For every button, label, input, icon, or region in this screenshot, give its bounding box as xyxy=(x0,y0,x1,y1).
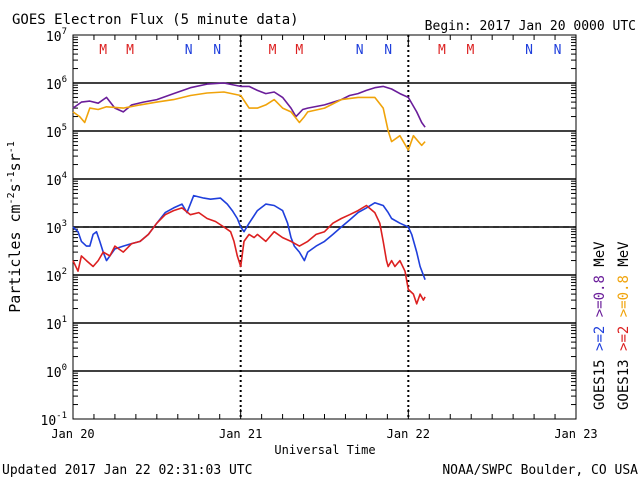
x-tick-label: Jan 23 xyxy=(554,427,597,441)
y-tick-label: 106 xyxy=(46,75,67,93)
footer-updated: Updated 2017 Jan 22 02:31:03 UTC xyxy=(2,463,252,478)
marker-m: M xyxy=(438,43,446,58)
x-tick-label: Jan 20 xyxy=(51,427,94,441)
marker-n: N xyxy=(213,43,221,58)
marker-m: M xyxy=(466,43,474,58)
marker-m: M xyxy=(99,43,107,58)
plot-area xyxy=(72,34,577,420)
marker-n: N xyxy=(384,43,392,58)
y-tick-label: 107 xyxy=(46,27,67,45)
y-tick-label: 100 xyxy=(46,363,67,381)
x-axis-title: Universal Time xyxy=(274,443,375,457)
y-tick-label: 10-1 xyxy=(41,411,68,429)
marker-n: N xyxy=(185,43,193,58)
marker-n: N xyxy=(554,43,562,58)
y-axis-title: Particles cm-2s-1sr-1 xyxy=(6,141,24,313)
y-tick-label: 104 xyxy=(46,171,67,189)
footer-credit: NOAA/SWPC Boulder, CO USA xyxy=(442,463,638,478)
series-line-goes15_ge08 xyxy=(72,82,426,128)
marker-n: N xyxy=(356,43,364,58)
series-line-goes13_ge08 xyxy=(72,91,426,151)
legend-entry: GOES15 >=2 >=0.8 MeV xyxy=(592,241,608,410)
legend-entry: GOES13 >=2 >=0.8 MeV xyxy=(616,241,632,410)
marker-m: M xyxy=(126,43,134,58)
x-tick-label: Jan 21 xyxy=(219,427,262,441)
marker-n: N xyxy=(525,43,533,58)
series-line-goes15_ge2 xyxy=(72,194,426,280)
series-line-goes13_ge2 xyxy=(72,204,426,305)
marker-m: M xyxy=(295,43,303,58)
x-tick-label: Jan 22 xyxy=(387,427,430,441)
y-tick-label: 103 xyxy=(46,219,67,237)
marker-m: M xyxy=(269,43,277,58)
y-tick-label: 102 xyxy=(46,267,67,285)
y-tick-label: 105 xyxy=(46,123,67,141)
y-tick-label: 101 xyxy=(46,315,67,333)
begin-date: Begin: 2017 Jan 20 0000 UTC xyxy=(425,19,636,34)
chart-title: GOES Electron Flux (5 minute data) xyxy=(12,12,299,28)
